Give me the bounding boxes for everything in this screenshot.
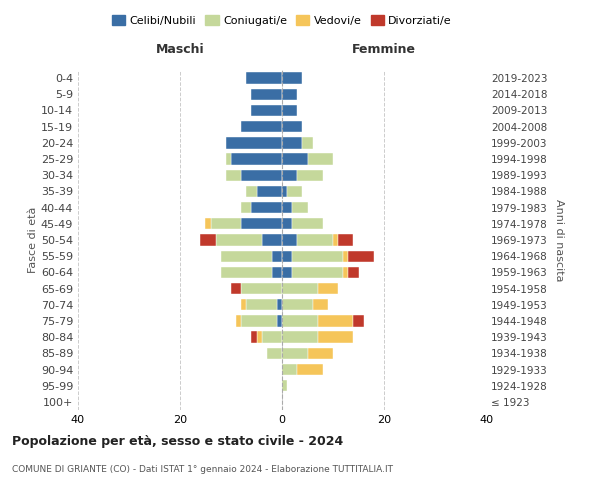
Bar bbox=[200, 234, 216, 246]
Bar bbox=[257, 332, 262, 343]
Bar bbox=[282, 88, 298, 100]
Bar bbox=[292, 218, 323, 230]
Bar bbox=[298, 170, 323, 181]
Bar bbox=[262, 332, 282, 343]
Bar bbox=[313, 299, 328, 310]
Bar bbox=[282, 137, 302, 148]
Bar bbox=[282, 316, 318, 326]
Y-axis label: Anni di nascita: Anni di nascita bbox=[554, 198, 564, 281]
Bar bbox=[267, 348, 282, 359]
Bar bbox=[292, 202, 308, 213]
Bar bbox=[282, 250, 292, 262]
Bar bbox=[231, 154, 282, 164]
Bar bbox=[282, 283, 318, 294]
Bar bbox=[282, 154, 308, 164]
Bar bbox=[262, 234, 282, 246]
Text: Maschi: Maschi bbox=[155, 44, 205, 57]
Bar bbox=[247, 299, 277, 310]
Bar bbox=[241, 283, 282, 294]
Bar bbox=[272, 266, 282, 278]
Bar bbox=[282, 364, 298, 375]
Bar bbox=[349, 250, 374, 262]
Bar bbox=[241, 121, 282, 132]
Bar bbox=[241, 299, 247, 310]
Bar bbox=[277, 299, 282, 310]
Bar bbox=[231, 283, 241, 294]
Bar bbox=[302, 137, 313, 148]
Bar bbox=[287, 186, 302, 197]
Bar bbox=[241, 170, 282, 181]
Bar bbox=[251, 332, 257, 343]
Bar bbox=[282, 380, 287, 392]
Bar bbox=[241, 202, 251, 213]
Bar bbox=[343, 266, 349, 278]
Bar bbox=[298, 234, 333, 246]
Bar bbox=[247, 186, 257, 197]
Bar bbox=[282, 105, 298, 116]
Bar bbox=[211, 218, 241, 230]
Bar bbox=[282, 266, 292, 278]
Bar bbox=[292, 250, 343, 262]
Legend: Celibi/Nubili, Coniugati/e, Vedovi/e, Divorziati/e: Celibi/Nubili, Coniugati/e, Vedovi/e, Di… bbox=[107, 10, 457, 30]
Bar bbox=[226, 137, 282, 148]
Bar bbox=[282, 234, 298, 246]
Bar bbox=[292, 266, 343, 278]
Text: COMUNE DI GRIANTE (CO) - Dati ISTAT 1° gennaio 2024 - Elaborazione TUTTITALIA.IT: COMUNE DI GRIANTE (CO) - Dati ISTAT 1° g… bbox=[12, 465, 393, 474]
Bar bbox=[282, 186, 287, 197]
Bar bbox=[236, 316, 241, 326]
Bar bbox=[241, 218, 282, 230]
Bar bbox=[216, 234, 262, 246]
Bar bbox=[282, 121, 302, 132]
Bar bbox=[282, 332, 318, 343]
Bar bbox=[343, 250, 349, 262]
Bar bbox=[277, 316, 282, 326]
Bar bbox=[282, 170, 298, 181]
Text: Femmine: Femmine bbox=[352, 44, 416, 57]
Bar bbox=[221, 266, 272, 278]
Bar bbox=[353, 316, 364, 326]
Bar bbox=[251, 88, 282, 100]
Bar bbox=[318, 283, 338, 294]
Bar bbox=[333, 234, 338, 246]
Bar bbox=[338, 234, 353, 246]
Bar bbox=[282, 72, 302, 84]
Bar bbox=[308, 154, 333, 164]
Bar bbox=[282, 218, 292, 230]
Bar bbox=[282, 348, 308, 359]
Bar bbox=[282, 299, 313, 310]
Bar bbox=[241, 316, 277, 326]
Bar bbox=[318, 316, 353, 326]
Bar bbox=[318, 332, 353, 343]
Bar bbox=[282, 202, 292, 213]
Y-axis label: Fasce di età: Fasce di età bbox=[28, 207, 38, 273]
Bar bbox=[298, 364, 323, 375]
Bar bbox=[251, 202, 282, 213]
Bar bbox=[206, 218, 211, 230]
Bar bbox=[251, 105, 282, 116]
Text: Popolazione per età, sesso e stato civile - 2024: Popolazione per età, sesso e stato civil… bbox=[12, 435, 343, 448]
Bar bbox=[247, 72, 282, 84]
Bar bbox=[308, 348, 333, 359]
Bar bbox=[226, 154, 231, 164]
Bar bbox=[349, 266, 359, 278]
Bar bbox=[272, 250, 282, 262]
Bar bbox=[226, 170, 241, 181]
Bar bbox=[221, 250, 272, 262]
Bar bbox=[257, 186, 282, 197]
